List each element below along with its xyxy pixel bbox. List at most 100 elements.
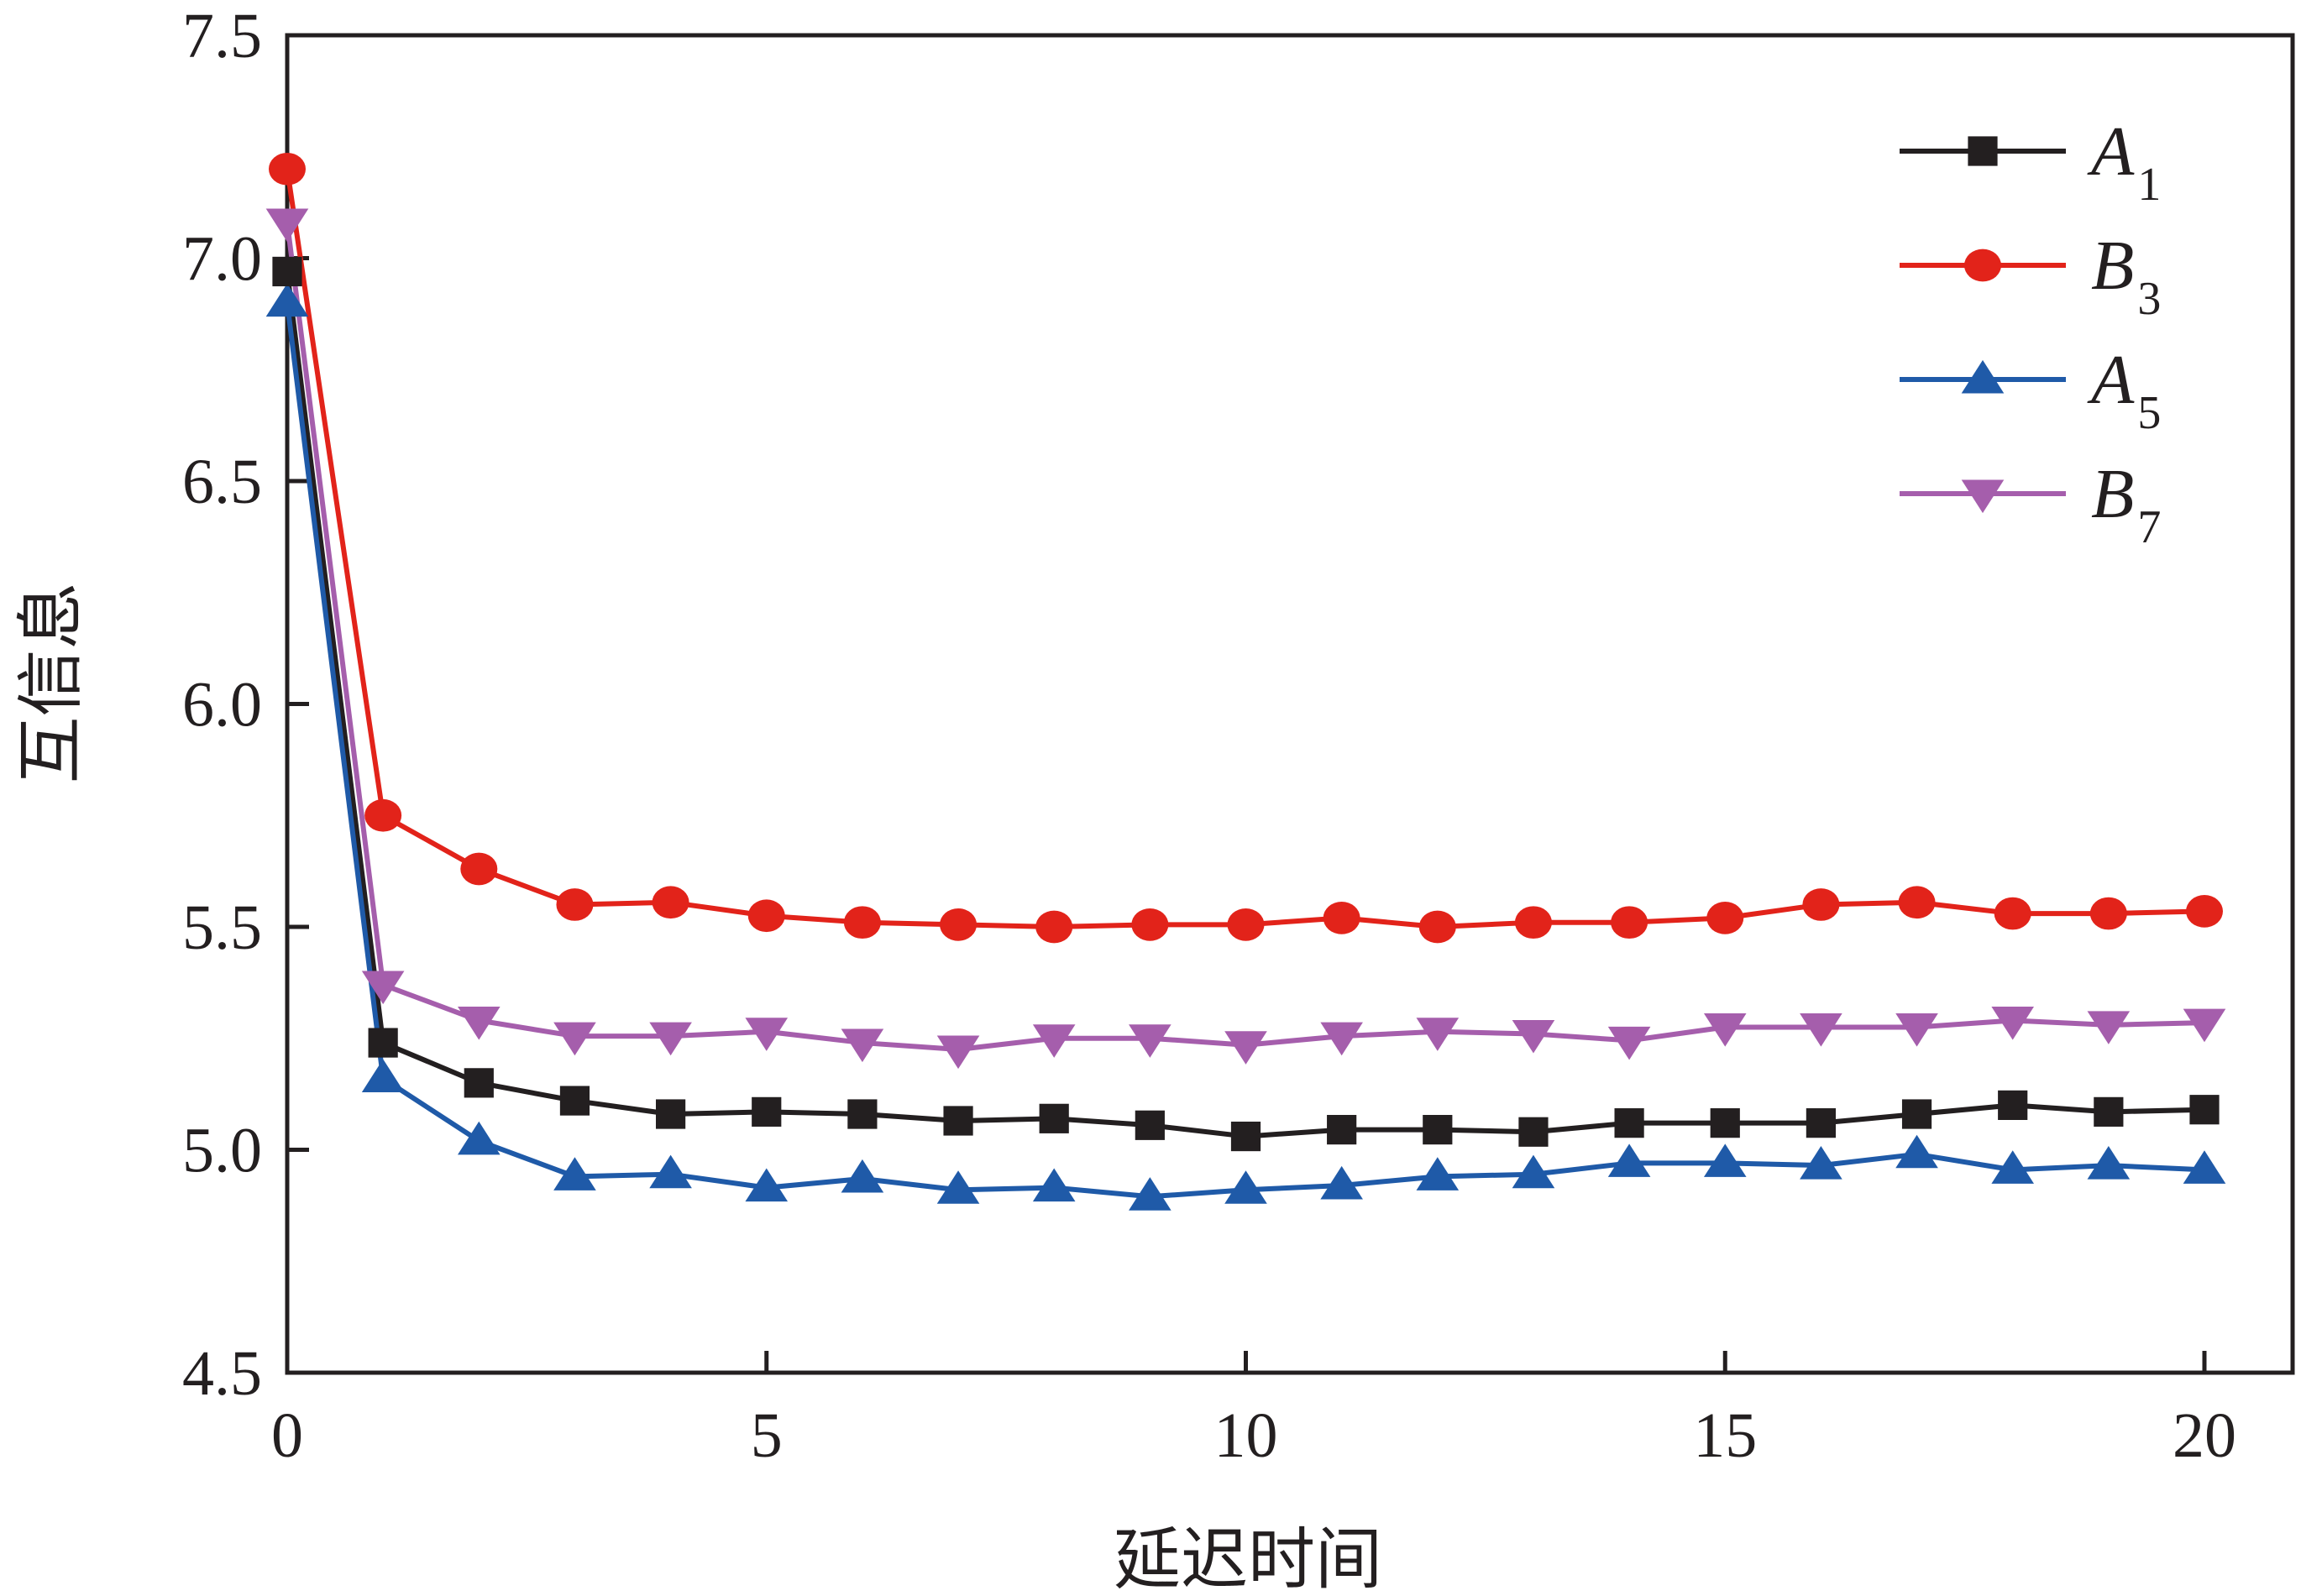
x-tick-label: 10 (1214, 1400, 1278, 1471)
series-line-B3 (285, 168, 2205, 929)
y-tick-label: 5.0 (182, 1116, 262, 1186)
data-point-B3 (1706, 902, 1744, 934)
plot-frame (285, 33, 2295, 1375)
data-point-B3 (843, 906, 881, 939)
data-point-B3 (269, 152, 306, 186)
data-point-B3 (652, 886, 689, 919)
data-point-A1 (1039, 1103, 1069, 1133)
data-point-B3 (1323, 902, 1360, 934)
legend-label-B7: B7 (2091, 455, 2161, 553)
data-point-B7 (936, 1035, 980, 1070)
data-point-A5 (458, 1121, 501, 1155)
data-point-B3 (460, 852, 498, 886)
data-point-B3 (1898, 886, 1936, 919)
data-point-A1 (2094, 1096, 2124, 1127)
data-point-A5 (1512, 1154, 1555, 1189)
data-point-B7 (1129, 1024, 1171, 1058)
data-point-A5 (2087, 1145, 2131, 1180)
data-point-A1 (1901, 1099, 1932, 1129)
data-point-A1 (1998, 1090, 2028, 1120)
y-tick-label: 7.0 (182, 224, 262, 295)
data-point-B3 (747, 899, 785, 933)
x-tick-label: 15 (1693, 1400, 1757, 1471)
data-point-B3 (1227, 908, 1265, 941)
data-point-A5 (1991, 1150, 2034, 1184)
y-tick-label: 7.5 (182, 1, 262, 71)
data-point-B3 (1131, 908, 1169, 941)
data-point-A5 (1224, 1170, 1267, 1204)
y-tick-label: 4.5 (182, 1338, 262, 1409)
data-point-B3 (364, 798, 402, 832)
x-axis-title: 延迟时间 (1114, 1520, 1382, 1596)
legend-label-letter: B (2091, 227, 2134, 305)
data-point-B7 (361, 971, 405, 1005)
data-point-A5 (1895, 1134, 1938, 1169)
legend-label-letter: B (2091, 455, 2134, 533)
data-point-B3 (1611, 906, 1648, 939)
data-point-A1 (1327, 1115, 1357, 1145)
data-point-A1 (1710, 1108, 1740, 1138)
data-point-B7 (1416, 1018, 1460, 1051)
data-point-A5 (649, 1154, 692, 1189)
data-point-B3 (1418, 910, 1456, 944)
data-point-A1 (656, 1099, 686, 1129)
x-tick-label: 5 (751, 1400, 783, 1471)
data-point-B3 (1994, 897, 2031, 930)
data-point-A5 (841, 1159, 884, 1193)
y-axis-title: 互信息 (12, 583, 90, 784)
data-point-A1 (2189, 1095, 2220, 1125)
data-point-B3 (940, 908, 978, 941)
data-point-B3 (556, 888, 594, 921)
data-point-B7 (1703, 1013, 1747, 1047)
legend-label-B3: B3 (2091, 227, 2161, 325)
y-tick-label: 6.5 (182, 447, 262, 517)
y-tick-label: 5.5 (182, 892, 262, 963)
data-point-A1 (752, 1096, 782, 1127)
legend-label-subscript: 5 (2137, 387, 2161, 439)
data-point-A1 (464, 1068, 494, 1098)
data-point-B7 (1320, 1022, 1363, 1056)
series-line-A1 (285, 271, 2205, 1139)
data-point-A5 (1416, 1157, 1460, 1190)
data-point-B7 (1512, 1019, 1555, 1054)
legend-marker-B7 (1961, 479, 2005, 514)
data-point-B7 (745, 1018, 789, 1051)
data-point-A5 (553, 1157, 596, 1190)
data-point-A5 (1320, 1165, 1363, 1200)
data-point-B7 (1224, 1031, 1267, 1065)
legend-label-letter: A (2087, 113, 2135, 191)
data-point-A1 (1518, 1117, 1549, 1147)
series-markers (265, 152, 2226, 1211)
data-point-A1 (272, 256, 302, 287)
legend-marker-A1 (1968, 136, 1998, 166)
data-point-B7 (2087, 1011, 2131, 1044)
legend-label-subscript: 3 (2137, 273, 2161, 325)
data-point-B7 (553, 1022, 596, 1056)
data-point-B3 (1802, 888, 1840, 921)
data-point-A5 (1703, 1143, 1747, 1177)
data-point-A1 (943, 1106, 973, 1136)
data-point-A1 (559, 1086, 590, 1116)
data-point-A1 (847, 1099, 878, 1129)
data-point-B7 (1800, 1013, 1842, 1047)
data-point-B7 (458, 1007, 501, 1040)
data-point-A1 (368, 1028, 398, 1058)
legend-marker-A5 (1961, 359, 2005, 394)
x-tick-label: 0 (271, 1400, 303, 1471)
legend-label-A1: A1 (2087, 113, 2161, 211)
data-point-A1 (1230, 1121, 1261, 1152)
data-point-B3 (1514, 906, 1552, 939)
data-point-A5 (1800, 1145, 1842, 1180)
data-point-A5 (1607, 1143, 1651, 1177)
data-point-B7 (649, 1022, 692, 1056)
data-point-B7 (2183, 1008, 2226, 1043)
data-point-B7 (1607, 1026, 1651, 1060)
legend-label-subscript: 7 (2137, 501, 2161, 553)
data-point-B3 (2186, 895, 2223, 928)
data-point-B7 (1991, 1007, 2034, 1040)
x-tick-label: 20 (2173, 1400, 2236, 1471)
data-point-B7 (841, 1028, 884, 1063)
data-point-B3 (2089, 897, 2127, 930)
